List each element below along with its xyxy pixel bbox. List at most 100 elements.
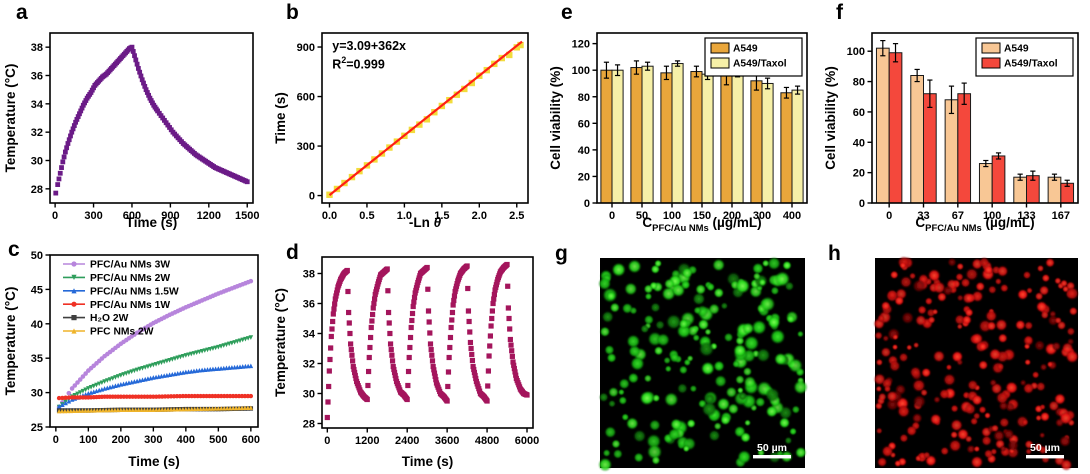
svg-text:0: 0: [324, 435, 330, 447]
micrograph-g-green-fluorescence: 50 µm: [598, 257, 808, 472]
svg-text:Time (s): Time (s): [128, 454, 180, 469]
svg-text:100: 100: [572, 65, 590, 77]
svg-text:32: 32: [303, 359, 315, 371]
svg-text:600: 600: [297, 92, 315, 104]
svg-text:0: 0: [886, 210, 892, 222]
svg-text:Time (s): Time (s): [273, 92, 288, 144]
svg-text:0.0: 0.0: [322, 210, 337, 222]
svg-text:0: 0: [52, 210, 58, 222]
svg-text:400: 400: [177, 434, 195, 446]
svg-text:CPFC/Au NMs (µg/mL): CPFC/Au NMs (µg/mL): [915, 215, 1034, 234]
panel-h-letter: h: [828, 242, 841, 265]
svg-text:20: 20: [853, 168, 865, 180]
svg-text:PFC/Au NMs 2W: PFC/Au NMs 2W: [90, 273, 170, 284]
chart-b-linear-fit: 0.0 0.5 1.0 1.5 2.0 2.5 0 300 600 900 -Ln θ Time (s…: [273, 32, 529, 230]
svg-text:2400: 2400: [395, 435, 419, 447]
svg-text:300: 300: [297, 141, 315, 153]
svg-text:0.5: 0.5: [359, 210, 374, 222]
chart-e-cell-viability-bars: 0 50 100 150 200 300 400 0 20 40 60 80 100 120 CPFC/Au…: [548, 32, 808, 234]
svg-text:6000: 6000: [515, 435, 539, 447]
svg-text:20: 20: [578, 171, 590, 183]
svg-text:1200: 1200: [197, 210, 221, 222]
svg-text:100: 100: [847, 46, 865, 58]
svg-text:167: 167: [1052, 210, 1070, 222]
svg-text:34: 34: [31, 99, 44, 111]
panel-b-letter: b: [286, 1, 299, 24]
svg-text:25: 25: [31, 422, 43, 434]
panel-f-letter: f: [836, 1, 843, 24]
panel-c-letter: c: [8, 238, 20, 261]
scale-bar-label: 50 µm: [757, 442, 787, 454]
svg-text:50: 50: [636, 210, 648, 222]
svg-text:30: 30: [31, 388, 43, 400]
svg-text:80: 80: [578, 92, 590, 104]
svg-text:38: 38: [303, 269, 315, 281]
svg-text:1.0: 1.0: [397, 210, 412, 222]
svg-text:4800: 4800: [475, 435, 499, 447]
svg-text:900: 900: [161, 210, 179, 222]
svg-text:1500: 1500: [235, 210, 259, 222]
svg-text:40: 40: [578, 145, 590, 157]
svg-text:A549: A549: [733, 44, 758, 55]
svg-text:300: 300: [84, 210, 102, 222]
panel-h: h 50 µm: [820, 235, 1090, 474]
svg-text:Temperature (°C): Temperature (°C): [3, 287, 18, 396]
svg-text:36: 36: [31, 71, 43, 83]
svg-text:150: 150: [693, 210, 711, 222]
svg-text:100: 100: [663, 210, 681, 222]
svg-text:0: 0: [584, 198, 590, 210]
svg-text:y=3.09+362x: y=3.09+362x: [332, 39, 406, 53]
svg-text:PFC NMs 2W: PFC NMs 2W: [90, 327, 154, 338]
svg-text:400: 400: [783, 210, 801, 222]
svg-text:2.0: 2.0: [472, 210, 487, 222]
svg-text:Cell viability (%): Cell viability (%): [823, 66, 838, 170]
svg-text:0: 0: [609, 210, 615, 222]
panel-e-letter: e: [561, 1, 573, 24]
panel-e: e 0 50 100 150 200 300 400 0 20 40 60 80 100 120 CPFC/…: [545, 0, 820, 235]
svg-text:1200: 1200: [355, 435, 379, 447]
svg-text:300: 300: [144, 434, 162, 446]
chart-d-heating-cycles: 0 1200 2400 3600 4800 6000 28 30 32 34 36 38 Time (s…: [273, 256, 539, 469]
svg-text:3600: 3600: [435, 435, 459, 447]
svg-text:A549/Taxol: A549/Taxol: [1004, 59, 1058, 70]
svg-text:34: 34: [303, 329, 316, 341]
scale-bar: [753, 455, 791, 459]
svg-text:30: 30: [31, 156, 43, 168]
svg-text:100: 100: [79, 434, 97, 446]
scale-bar-label: 50 µm: [1030, 442, 1060, 454]
svg-text:60: 60: [853, 107, 865, 119]
svg-text:2.5: 2.5: [509, 210, 524, 222]
scale-bar: [1026, 455, 1064, 459]
svg-text:R2=0.999: R2=0.999: [332, 55, 385, 72]
svg-text:PFC/Au NMs 1W: PFC/Au NMs 1W: [90, 300, 170, 311]
svg-text:PFC/Au NMs 1.5W: PFC/Au NMs 1.5W: [90, 286, 179, 297]
svg-text:100: 100: [983, 210, 1001, 222]
chart-c-heating-curves: 0 100 200 300 400 500 600 25 30 35 40 45 50 Time (s) T…: [3, 250, 260, 469]
svg-text:0: 0: [859, 198, 865, 210]
panel-d-letter: d: [286, 241, 299, 264]
svg-text:36: 36: [303, 299, 315, 311]
svg-text:200: 200: [723, 210, 741, 222]
svg-text:32: 32: [31, 127, 43, 139]
panel-g: g 50 µm: [545, 235, 820, 474]
panel-f: f 0 33 67 100 133 167 0 20 40 60 80 100 CPFC/Au NMs …: [820, 0, 1090, 235]
svg-text:Time (s): Time (s): [402, 454, 454, 469]
svg-text:PFC/Au NMs 3W: PFC/Au NMs 3W: [90, 260, 170, 271]
panel-a: a 0 300 600 900 1200 1500 28 30 32 34 36 38 Time (s)…: [0, 0, 270, 235]
svg-text:0: 0: [53, 434, 59, 446]
panel-d: d 0 1200 2400 3600 4800 6000 28 30 32 34 36 38 Time …: [270, 235, 545, 474]
micrograph-h-red-fluorescence: 50 µm: [873, 256, 1079, 471]
svg-text:38: 38: [31, 42, 43, 54]
svg-text:A549: A549: [1004, 44, 1029, 55]
svg-text:600: 600: [242, 434, 260, 446]
svg-text:28: 28: [31, 184, 43, 196]
svg-text:A549/Taxol: A549/Taxol: [733, 59, 787, 70]
svg-text:67: 67: [952, 210, 964, 222]
panel-b: b 0.0 0.5 1.0 1.5 2.0 2.5 0 300 600 900 -Ln θ Time …: [270, 0, 545, 235]
chart-a-temperature-vs-time: 0 300 600 900 1200 1500 28 30 32 34 36 38 Time (s) Te…: [3, 32, 259, 230]
svg-text:Temperature (°C): Temperature (°C): [3, 64, 18, 173]
svg-text:30: 30: [303, 389, 315, 401]
svg-text:Cell viability (%): Cell viability (%): [548, 66, 563, 170]
